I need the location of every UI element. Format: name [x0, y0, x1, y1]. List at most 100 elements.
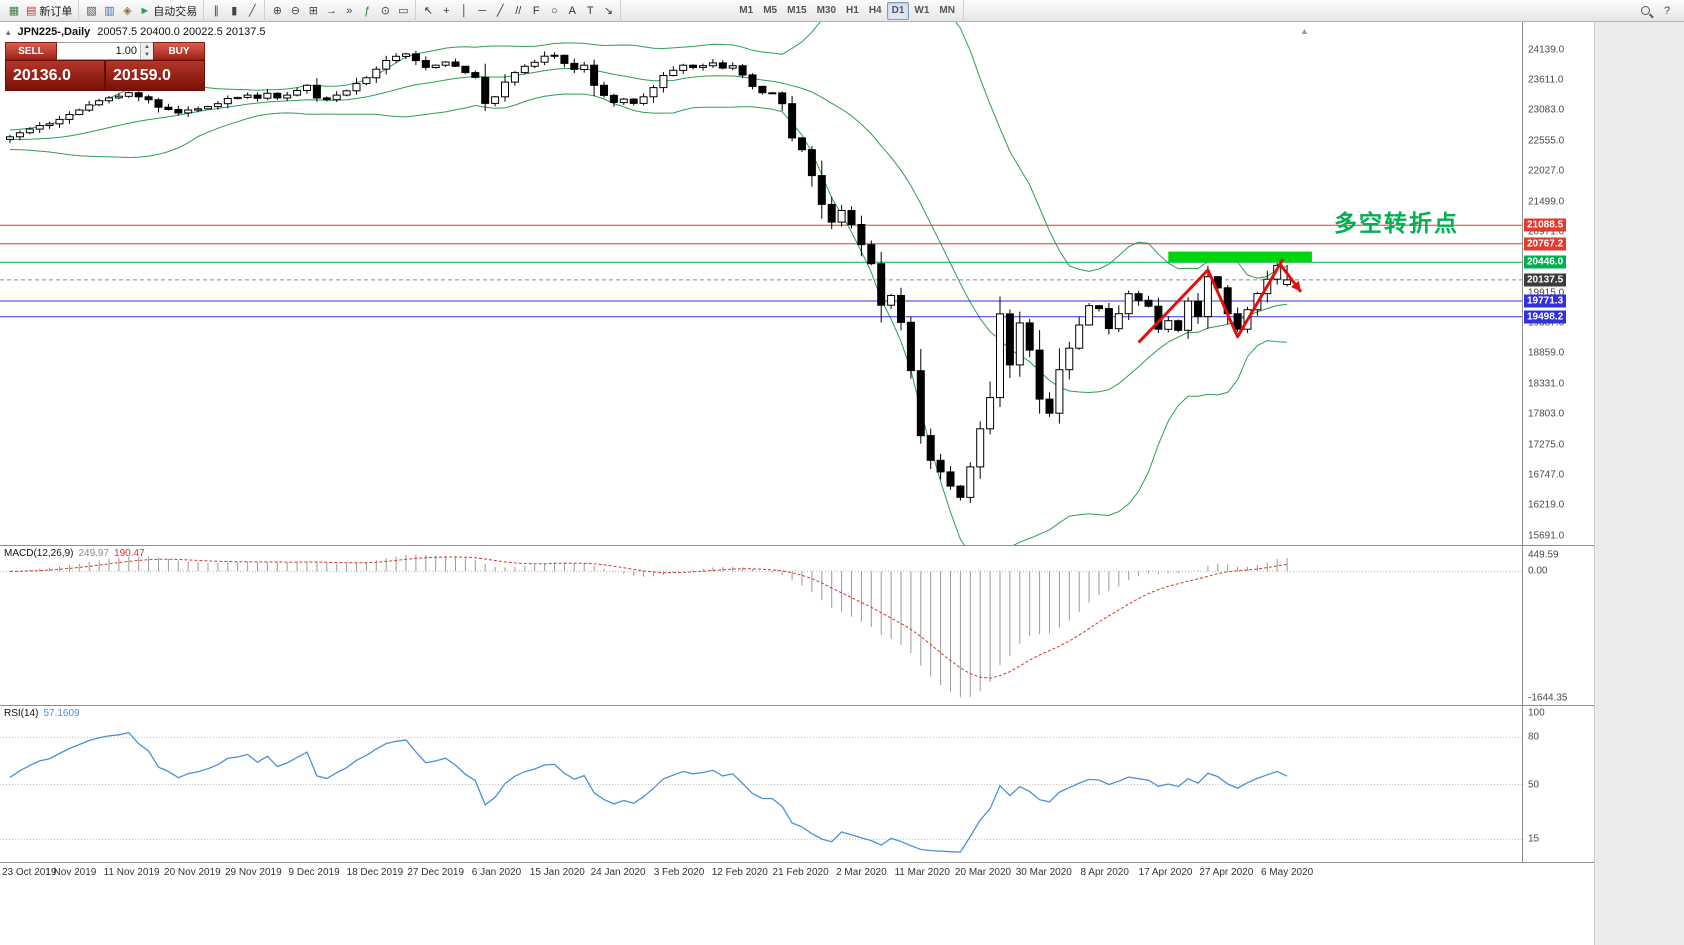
magnifier-glyph [1640, 6, 1650, 15]
one-click-toggle-icon[interactable]: ▴ [6, 26, 11, 37]
zoom-in-icon[interactable]: ⊕ [268, 2, 286, 20]
price-tick: 16219.0 [1528, 499, 1565, 511]
cursor-icon-glyph: ↖ [423, 5, 433, 17]
macd-histogram [9, 554, 1288, 698]
bar-chart-icon[interactable]: ∥ [207, 2, 225, 20]
market-watch-icon[interactable]: ▥ [100, 2, 118, 20]
periods-icon[interactable]: ⊙ [376, 2, 394, 20]
price-tick: 17275.0 [1528, 439, 1565, 451]
crosshair-icon[interactable]: + [437, 2, 455, 20]
rsi-max-label: 100 [1528, 707, 1545, 719]
timeframe-button-H1[interactable]: H1 [846, 5, 859, 16]
price-chart-canvas [0, 22, 1522, 545]
fibonacci-icon[interactable]: F [527, 2, 545, 20]
fibonacci-icon-glyph: F [532, 4, 540, 17]
date-label: 23 Oct 2019 [2, 867, 57, 878]
rsi-name: RSI(14) [4, 708, 39, 719]
volume-down-icon[interactable]: ▼ [141, 51, 153, 59]
zoom-out-icon[interactable]: ⊖ [286, 2, 304, 20]
price-tick: 22027.0 [1528, 165, 1565, 177]
chart-ohlc-values: 20057.5 20400.0 20022.5 20137.5 [97, 26, 266, 38]
volume-up-icon[interactable]: ▲ [141, 43, 153, 51]
current-price-badge: 20137.5 [1524, 273, 1567, 287]
auto-scroll-icon[interactable]: → [322, 2, 340, 20]
date-label: 12 Feb 2020 [711, 867, 768, 878]
timeframe-button-W1[interactable]: W1 [914, 5, 930, 16]
tile-windows-icon[interactable]: ⊞ [304, 2, 322, 20]
text-icon[interactable]: A [563, 2, 581, 20]
macd-panel: MACD(12,26,9) 249.97 190.47 449.59 0.00 -1… [0, 545, 1594, 705]
date-label: 27 Dec 2019 [407, 867, 465, 878]
timeframe-button-MN[interactable]: MN [939, 5, 955, 16]
bollinger-bands [9, 22, 1288, 545]
auto-trading-button[interactable]: ► 自动交易 [136, 2, 200, 20]
timeframe-button-M1[interactable]: M1 [739, 5, 754, 16]
chart-shift-icon[interactable]: » [340, 2, 358, 20]
line-chart-icon[interactable]: ╱ [243, 2, 261, 20]
auto-trading-icon: ► [139, 4, 151, 17]
timeframe-button-H4[interactable]: H4 [868, 5, 882, 16]
indicators-icon[interactable]: ƒ [358, 2, 376, 20]
date-label: 11 Mar 2020 [894, 867, 950, 878]
time-axis[interactable]: 23 Oct 2019 1 Nov 2019 11 Nov 2019 20 Nov 2… [0, 862, 1594, 882]
horizontal-line-icon[interactable]: ─ [473, 2, 491, 20]
date-label: 27 Apr 2020 [1199, 867, 1254, 878]
timeframe-button-M15[interactable]: M15 [787, 5, 807, 16]
date-label: 8 Apr 2020 [1080, 867, 1129, 878]
volume-value[interactable]: 1.00 [115, 45, 137, 57]
navigator-icon[interactable]: ◈ [118, 2, 136, 20]
price-tick: 22555.0 [1528, 135, 1565, 147]
main-toolbar: ▦ ▤ 新订单 ▧ ▥ ◈ ► 自动交易 ∥ ▮ ╱ ⊕ ⊖ ⊞ →» ƒ ⊙ ▭ ↖ + │ ─ ╱//F ○ A T ↘ M1 M5… [0, 0, 1684, 22]
channel-icon[interactable]: // [509, 2, 527, 20]
date-label: 3 Feb 2020 [653, 867, 705, 878]
bar-chart-icon-glyph: ∥ [213, 5, 220, 17]
chart-annotation-text[interactable]: 多空转折点 [1334, 210, 1459, 236]
chart-shift-marker[interactable]: ▲ [1300, 26, 1309, 36]
candlestick-chart-icon[interactable]: ▮ [225, 2, 243, 20]
templates-icon[interactable]: ▭ [394, 2, 412, 20]
rsi-canvas [0, 731, 1522, 853]
volume-field[interactable]: 1.00 ▲ ▼ [57, 42, 153, 60]
resistance-zone-rectangle[interactable] [1168, 251, 1312, 263]
sell-button[interactable]: SELL [5, 42, 57, 60]
new-order-button[interactable]: ▤ 新订单 [23, 2, 75, 20]
new-chart-icon[interactable]: ▦ [5, 2, 23, 20]
date-label: 6 May 2020 [1260, 867, 1314, 878]
label-icon[interactable]: T [581, 2, 599, 20]
price-line-badge-19498.2: 19498.2 [1524, 310, 1567, 324]
bollinger-upper-band [9, 22, 1288, 279]
bollinger-lower-band [9, 93, 1288, 545]
rsi-level-label-80: 80 [1528, 731, 1540, 743]
charts-profile-icon[interactable]: ▧ [82, 2, 100, 20]
buy-button[interactable]: BUY [153, 42, 205, 60]
trend-zigzag-drawing[interactable] [1137, 258, 1285, 344]
arrows-icon[interactable]: ↘ [599, 2, 617, 20]
buy-price-display[interactable]: 20159.0 [105, 60, 205, 91]
cursor-icon[interactable]: ↖ [419, 2, 437, 20]
volume-stepper[interactable]: ▲ ▼ [140, 43, 153, 59]
toolbar-group: ↖ + │ ─ ╱ // F ○ A T ↘ [416, 0, 622, 22]
help-icon[interactable]: ? [1663, 4, 1671, 17]
line-chart-icon-glyph: ╱ [248, 5, 256, 17]
bollinger-middle-band [9, 68, 1288, 394]
search-icon[interactable] [1636, 2, 1654, 20]
chart-bottom-area [0, 882, 1594, 945]
timeframe-button-M30[interactable]: M30 [816, 5, 837, 16]
macd-plot: MACD(12,26,9) 249.97 190.47 [0, 546, 1522, 705]
price-tick: 24139.0 [1528, 44, 1565, 56]
timeframe-button-D1[interactable]: D1 [886, 1, 910, 20]
one-click-trading-panel: SELL 1.00 ▲ ▼ BUY 20136.0 20159.0 [5, 42, 205, 91]
macd-main-value: 249.97 [78, 548, 110, 559]
macd-signal-value: 190.47 [114, 548, 145, 559]
vertical-line-icon[interactable]: │ [455, 2, 473, 20]
sell-price-display[interactable]: 20136.0 [5, 60, 105, 91]
one-click-price-row: 20136.0 20159.0 [5, 60, 205, 91]
macd-name: MACD(12,26,9) [4, 548, 74, 559]
date-label: 2 Mar 2020 [836, 867, 887, 878]
macd-label: MACD(12,26,9) 249.97 190.47 [4, 548, 145, 559]
trendline-icon[interactable]: ╱ [491, 2, 509, 20]
auto-trading-button-label: 自动交易 [153, 5, 198, 18]
toolbar-groups: ▦ ▤ 新订单 ▧ ▥ ◈ ► 自动交易 ∥ ▮ ╱ ⊕ ⊖ ⊞ →» ƒ ⊙ ▭ ↖ + │ ─ ╱//F ○ A T ↘ M1 M5… [2, 0, 964, 22]
shapes-icon[interactable]: ○ [545, 2, 563, 20]
timeframe-button-M5[interactable]: M5 [763, 5, 778, 16]
